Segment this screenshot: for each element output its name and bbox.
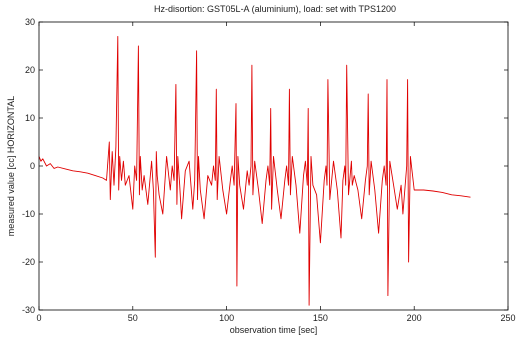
y-tick-label: -20	[22, 257, 35, 267]
y-tick-label: -30	[22, 305, 35, 315]
x-tick-label: 50	[128, 313, 138, 323]
x-tick-label: 200	[407, 313, 422, 323]
x-tick-label: 100	[219, 313, 234, 323]
y-tick-label: 0	[30, 161, 35, 171]
x-tick-label: 250	[500, 313, 515, 323]
series-line	[39, 36, 471, 305]
axis-ticks: 0 50 100 150 200 250 -30 -20 -10 0 10 20 30	[22, 17, 516, 323]
y-tick-label: 10	[25, 113, 35, 123]
x-tick-label: 0	[36, 313, 41, 323]
y-tick-label: -10	[22, 209, 35, 219]
x-tick-label: 150	[313, 313, 328, 323]
y-axis-label: measured value [cc] HORIZONTAL	[6, 96, 16, 236]
chart-title: Hz-disortion: GST05L-A (aluminium), load…	[154, 4, 396, 14]
y-tick-label: 20	[25, 65, 35, 75]
y-tick-label: 30	[25, 17, 35, 27]
plot-area	[39, 36, 471, 305]
x-axis-label: observation time [sec]	[230, 325, 318, 335]
